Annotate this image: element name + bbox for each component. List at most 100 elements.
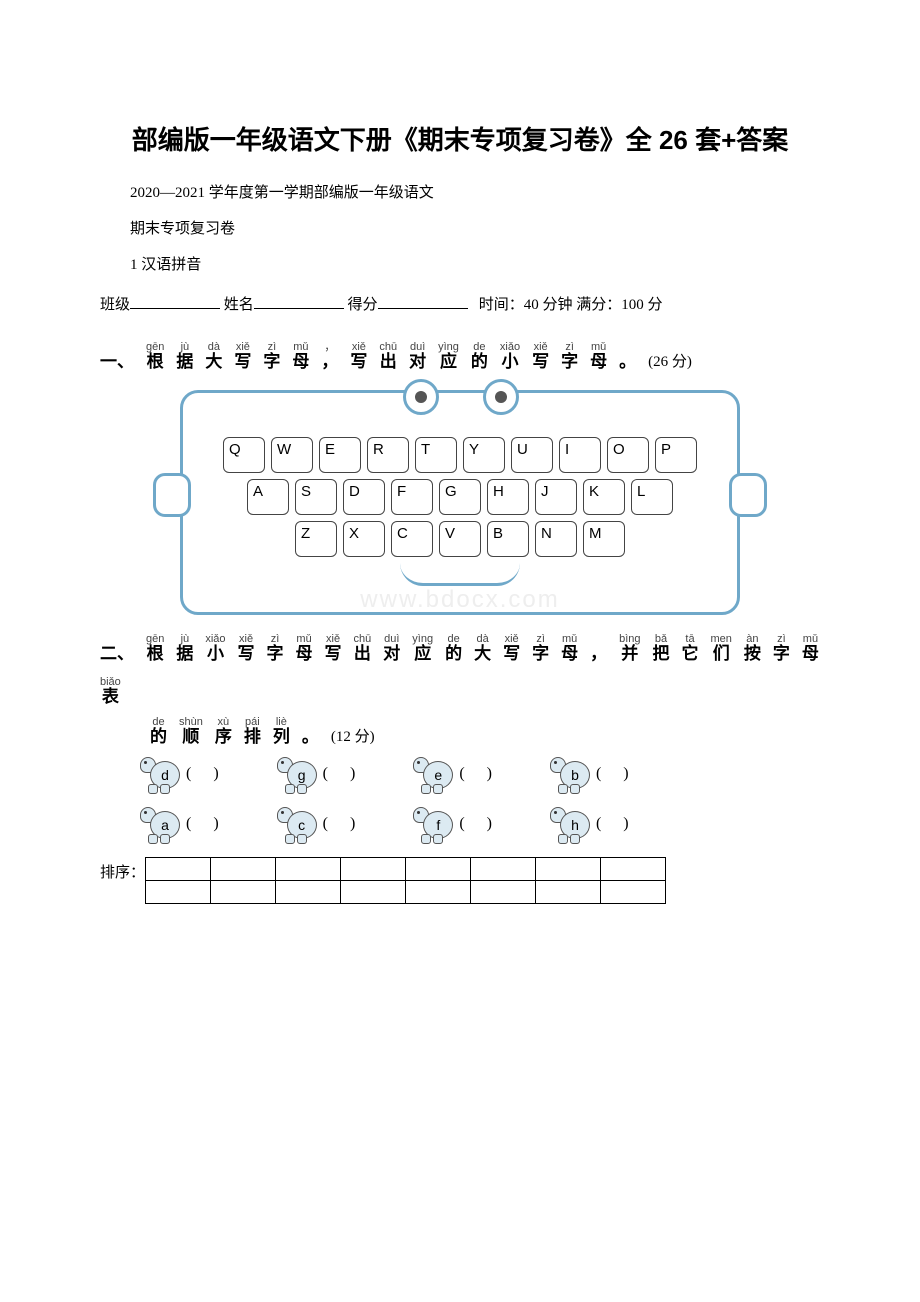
ruby-char: mǔ母 [292,341,309,372]
sort-cell[interactable] [276,858,341,881]
section-number: 一、 [100,347,134,372]
answer-blank[interactable]: () [459,765,514,783]
name-label: 姓名 [224,297,254,313]
ruby-char: yìng应 [438,341,459,372]
sort-cell[interactable] [536,881,601,904]
turtle-icon: h [550,807,590,841]
ruby-char: tā它 [682,633,699,664]
ruby-char: bǎ把 [653,633,670,664]
ruby-char: bìng并 [619,633,640,664]
ruby-char: àn按 [744,633,761,664]
ruby-char: pái排 [244,716,261,747]
answer-blank[interactable]: () [186,765,241,783]
hand-icon [729,473,767,517]
keyboard-key: G [439,479,481,515]
answer-blank[interactable]: () [596,815,651,833]
turtle-icon: f [413,807,453,841]
keyboard-key: A [247,479,289,515]
keyboard-key: B [487,521,529,557]
smile-icon [400,563,520,586]
keyboard-key: J [535,479,577,515]
sort-cell[interactable] [471,881,536,904]
turtle-icon: b [550,757,590,791]
ruby-char: jù据 [176,341,193,372]
time-label: 时间：40 分钟 满分：100 分 [479,297,663,313]
ruby-char: xiě写 [532,341,549,372]
answer-blank[interactable]: () [323,765,378,783]
ruby-char: 。 [619,353,636,372]
ruby-char: xù序 [215,716,232,747]
keyboard-key: Q [223,437,265,473]
sort-cell[interactable] [276,881,341,904]
sort-table[interactable] [145,857,666,904]
hand-icon [153,473,191,517]
keyboard-key: W [271,437,313,473]
keyboard-key: N [535,521,577,557]
q1-heading: 一、gēn根jù据dà大xiě写zì字mǔ母，，xiě写chū出duì对yìng… [100,341,820,372]
ruby-char: shùn顺 [179,716,203,747]
sort-cell[interactable] [406,858,471,881]
ruby-char: de的 [471,341,488,372]
ruby-char: men们 [711,633,732,664]
answer-blank[interactable]: () [596,765,651,783]
keyboard-key: E [319,437,361,473]
ruby-char: dà大 [474,633,491,664]
name-blank[interactable] [254,294,344,309]
keyboard-key: T [415,437,457,473]
sort-cell[interactable] [341,881,406,904]
sort-cell[interactable] [471,858,536,881]
keyboard-key: U [511,437,553,473]
score-blank[interactable] [378,294,468,309]
keyboard-key: C [391,521,433,557]
ruby-char: xiě写 [325,633,342,664]
keyboard-key: Y [463,437,505,473]
ruby-char: xiě写 [238,633,255,664]
ruby-char: zì字 [773,633,790,664]
student-info-line: 班级 姓名 得分 时间：40 分钟 满分：100 分 [100,287,820,323]
sort-cell[interactable] [146,858,211,881]
ruby-char: jù据 [176,633,193,664]
sort-cell[interactable] [211,858,276,881]
ruby-char: liè列 [273,716,290,747]
answer-blank[interactable]: () [323,815,378,833]
keyboard-key: S [295,479,337,515]
keyboard-key: K [583,479,625,515]
answer-blank[interactable]: () [459,815,514,833]
ruby-char: biǎo表 [100,676,121,707]
ruby-char: 。 [302,728,319,747]
keyboard-key: M [583,521,625,557]
sort-cell[interactable] [146,881,211,904]
sort-cell[interactable] [341,858,406,881]
ruby-char: mǔ母 [296,633,313,664]
sort-cell[interactable] [601,858,666,881]
q2-heading-line1: 二、gēn根jù据xiǎo小xiě写zì字mǔ母xiě写chū出duì对yìng… [100,633,820,707]
ruby-char: zì字 [263,341,280,372]
section-score: (12 分) [331,725,375,746]
ruby-char: xiě写 [503,633,520,664]
ruby-char: mǔ母 [561,633,578,664]
ruby-char: xiě写 [350,341,367,372]
class-label: 班级 [100,297,130,313]
document-title: 部编版一年级语文下册《期末专项复习卷》全 26 套+答案 [100,120,820,157]
ruby-char: yìng应 [412,633,433,664]
ruby-char: dà大 [205,341,222,372]
sort-cell[interactable] [601,881,666,904]
ruby-char: mǔ母 [590,341,607,372]
answer-blank[interactable]: () [186,815,241,833]
intro-line: 2020—2021 学年度第一学期部编版一年级语文 [100,175,820,211]
keyboard-figure: QWERTYUIOPASDFGHJKLZXCVBNM www.bdocx.com [180,390,740,615]
sort-cell[interactable] [536,858,601,881]
keyboard-key: D [343,479,385,515]
eye-icon [403,379,439,415]
ruby-char: xiě写 [234,341,251,372]
ruby-char: xiǎo小 [205,633,225,664]
turtle-icon: a [140,807,180,841]
turtle-icon: d [140,757,180,791]
sort-cell[interactable] [406,881,471,904]
ruby-char: zì字 [532,633,549,664]
class-blank[interactable] [130,294,220,309]
eye-icon [483,379,519,415]
watermark: www.bdocx.com [360,586,559,614]
section-number: 二、 [100,639,134,664]
sort-cell[interactable] [211,881,276,904]
